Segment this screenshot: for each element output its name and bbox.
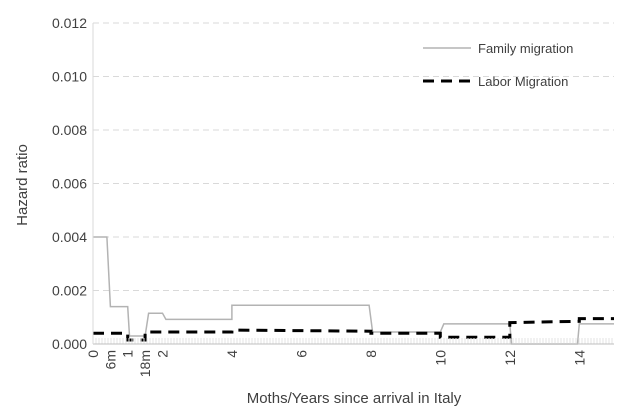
x-tick-label: 10 xyxy=(432,350,448,366)
x-tick-label: 1 xyxy=(120,350,136,358)
x-tick-label: 12 xyxy=(502,350,518,366)
y-tick-label: 0.010 xyxy=(52,69,87,85)
series-line-labor-migration xyxy=(93,317,614,342)
x-tick-label: 14 xyxy=(571,350,587,366)
y-tick-label: 0.008 xyxy=(52,122,87,138)
legend-label-labor-migration: Labor Migration xyxy=(478,74,568,89)
legend-label-family-migration: Family migration xyxy=(478,41,573,56)
x-tick-label: 2 xyxy=(154,350,170,358)
y-tick-label: 0.004 xyxy=(52,229,87,245)
x-tick-label: 6 xyxy=(293,350,309,358)
x-tick-label: 0 xyxy=(85,350,101,358)
series-layer xyxy=(93,236,614,345)
y-tick-label: 0.002 xyxy=(52,283,87,299)
y-tick-label: 0.012 xyxy=(52,15,87,31)
x-axis: 0 6m 1 18m 2 4 6 8 10 12 14 xyxy=(85,338,614,377)
x-tick-label: 8 xyxy=(363,350,379,358)
y-tick-label: 0.000 xyxy=(52,336,87,352)
x-tick-label: 18m xyxy=(137,350,153,377)
y-tick-label: 0.006 xyxy=(52,176,87,192)
legend: Family migration Labor Migration xyxy=(423,41,573,89)
series-line-family-migration xyxy=(93,236,614,345)
x-axis-hatch xyxy=(92,338,613,344)
x-tick-label: 6m xyxy=(102,350,118,369)
y-axis-title: Hazard ratio xyxy=(14,144,31,226)
x-tick-label: 4 xyxy=(224,350,240,358)
gridlines xyxy=(93,22,614,291)
x-axis-title: Moths/Years since arrival in Italy xyxy=(247,390,462,407)
y-axis: 0.000 0.002 0.004 0.006 0.008 0.010 0.012 xyxy=(52,15,94,352)
